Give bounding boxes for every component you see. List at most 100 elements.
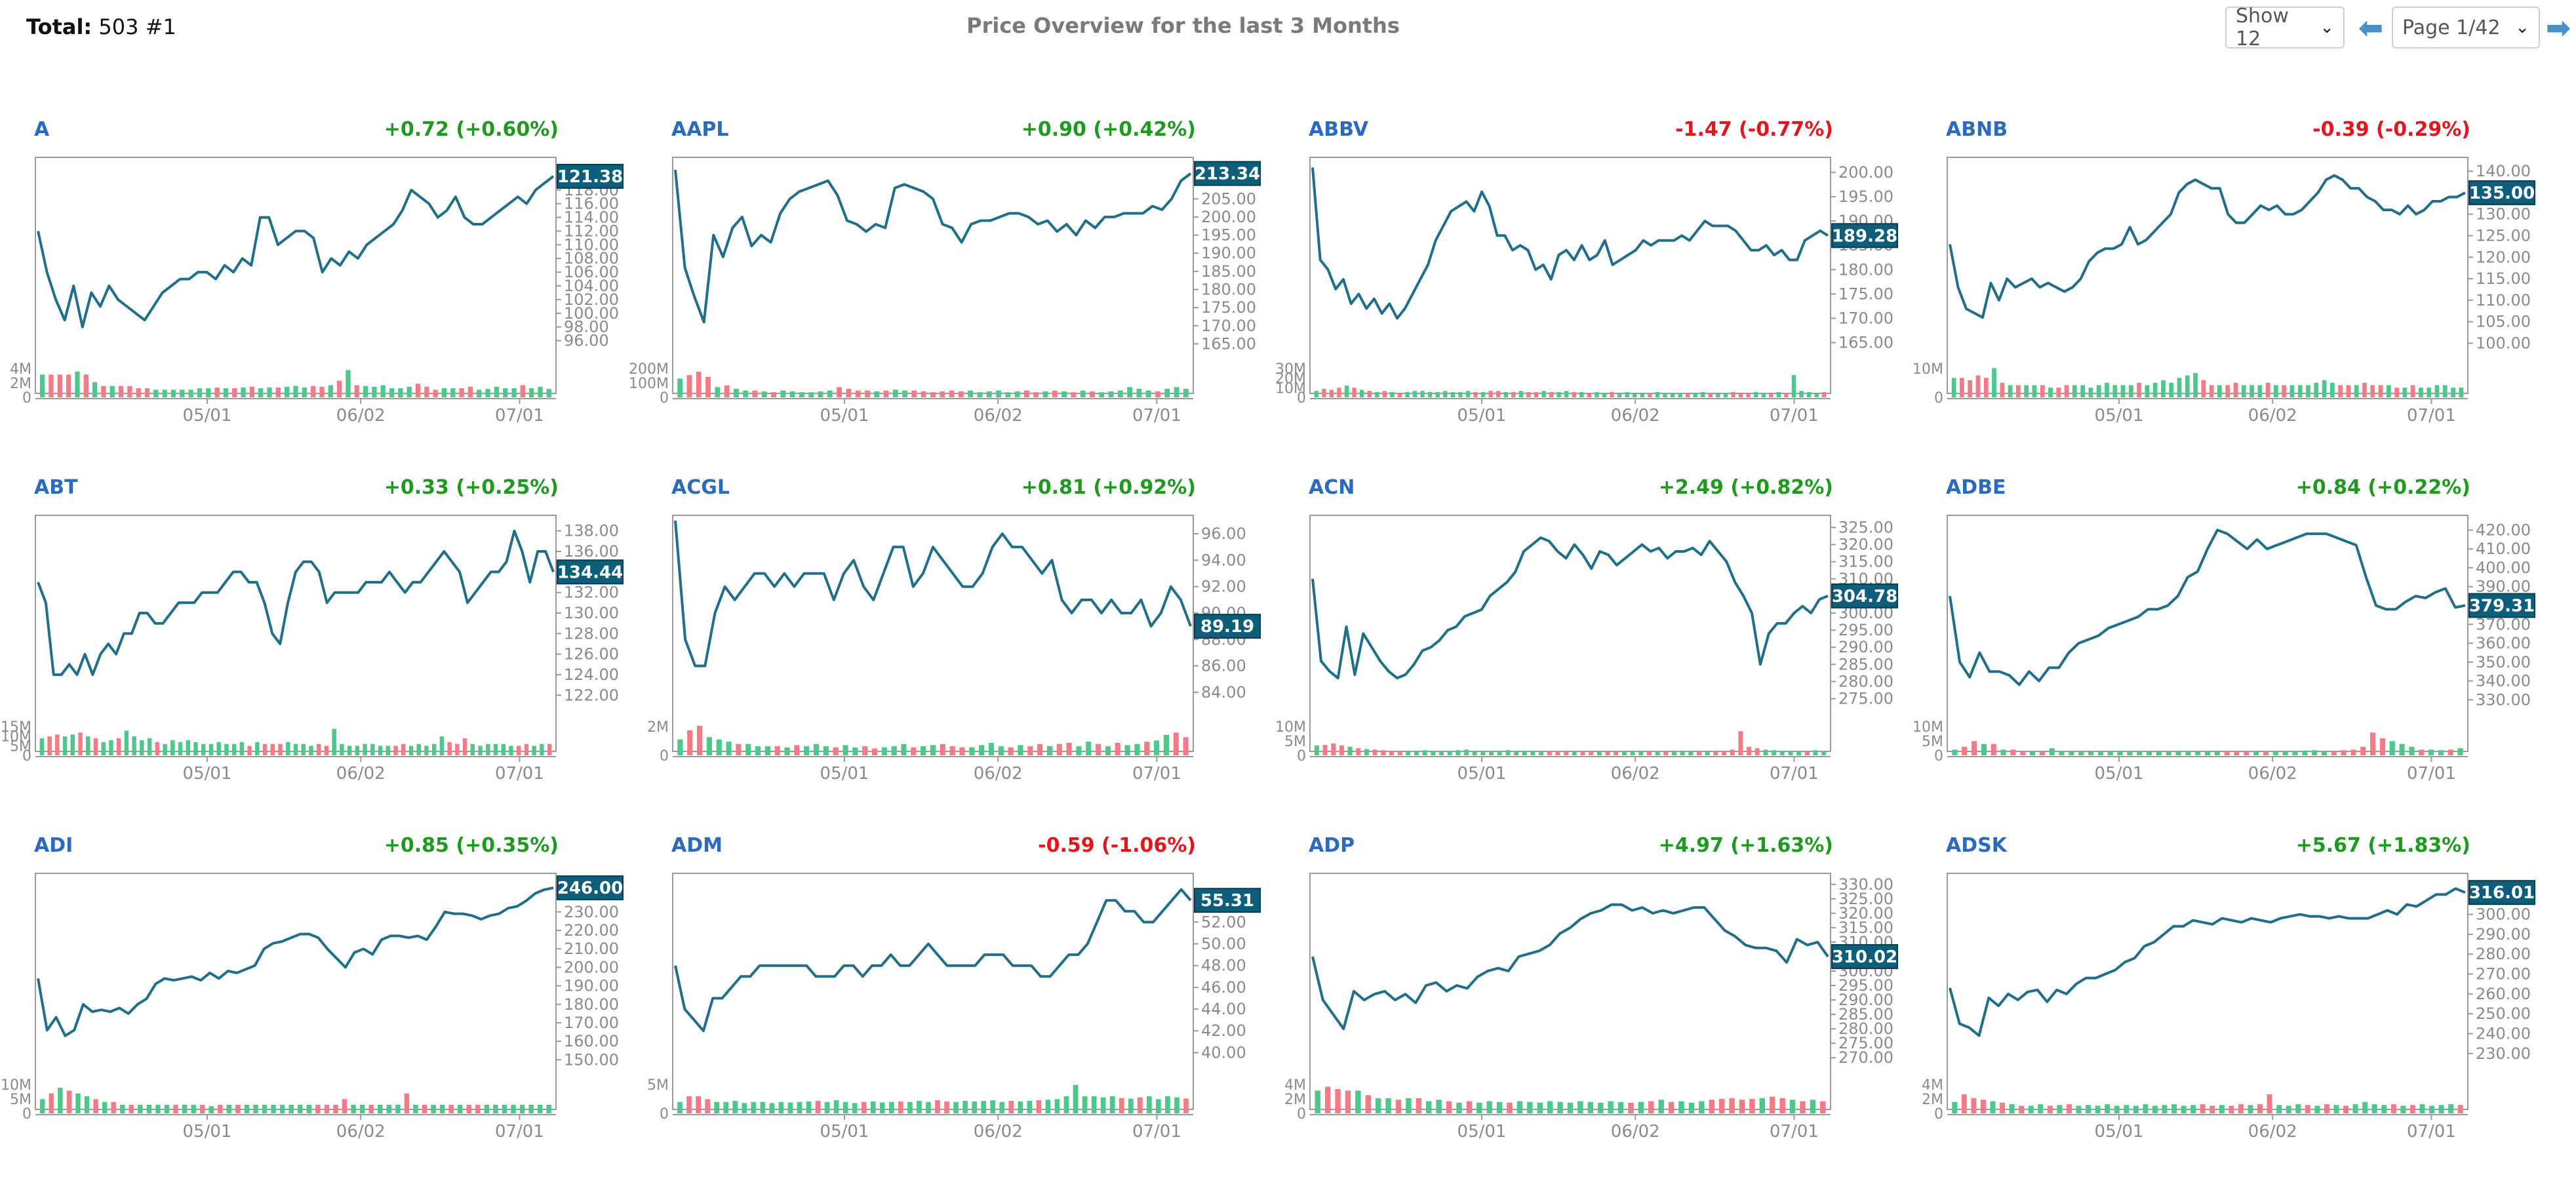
x-tick-label: 05/01 xyxy=(1457,764,1507,784)
volume-bar xyxy=(1381,750,1386,755)
volume-bar xyxy=(1557,1102,1563,1113)
ticker-symbol[interactable]: ADSK xyxy=(1946,834,2007,857)
volume-bar xyxy=(253,1105,258,1113)
ticker-symbol[interactable]: ACGL xyxy=(671,476,730,499)
volume-bar xyxy=(2072,385,2077,397)
y-tick-label: 112.00 xyxy=(564,222,619,240)
volume-bar xyxy=(439,736,445,755)
volume-bar xyxy=(2346,385,2351,397)
volume-bar xyxy=(1646,751,1652,755)
volume-bar xyxy=(1806,391,1812,397)
chart-card-adp[interactable]: ADP +4.97 (+1.63%) 330.00 325.00 320.00 315.0… xyxy=(1284,834,1925,1192)
ticker-symbol[interactable]: ABNB xyxy=(1946,118,2008,141)
volume-bar xyxy=(255,742,260,755)
y-tick-label: 110.00 xyxy=(2476,291,2531,309)
volume-bar xyxy=(431,1105,436,1113)
ticker-symbol[interactable]: ADP xyxy=(1309,834,1355,857)
volume-bar xyxy=(1814,393,1819,397)
x-tick-label: 05/01 xyxy=(183,406,232,426)
volume-bar xyxy=(1577,1101,1583,1113)
price-change: +0.72 (+0.60%) xyxy=(384,118,559,141)
show-count-select[interactable]: Show 12 ⌄ xyxy=(2225,5,2345,50)
arrow-right-icon[interactable]: ➡ xyxy=(2545,10,2571,45)
volume-bar xyxy=(2394,387,2399,397)
ticker-symbol[interactable]: ABBV xyxy=(1309,118,1368,141)
arrow-left-icon[interactable]: ⬅ xyxy=(2358,10,2384,45)
volume-bar xyxy=(2086,1105,2091,1113)
x-tick-label: 05/01 xyxy=(820,1122,869,1142)
volume-bar xyxy=(1061,391,1067,397)
volume-bar xyxy=(771,392,776,397)
volume-bar xyxy=(1164,389,1170,397)
volume-bar xyxy=(716,739,722,755)
volume-bar xyxy=(1779,751,1785,755)
page-select-value: Page 1/42 xyxy=(2402,16,2501,39)
volume-bar xyxy=(2175,751,2181,755)
y-tick-label: 190.00 xyxy=(564,977,619,995)
ticker-symbol[interactable]: A xyxy=(34,118,50,141)
volume-bar xyxy=(324,745,329,755)
volume-bar xyxy=(1713,751,1718,755)
page-select[interactable]: Page 1/42 ⌄ xyxy=(2392,7,2540,49)
volume-bar xyxy=(178,742,183,755)
volume-bar xyxy=(70,734,75,755)
x-tick-label: 05/01 xyxy=(820,764,869,784)
page-title: Price Overview for the last 3 Months xyxy=(966,13,1400,38)
volume-tick-label: 5M xyxy=(647,1077,669,1094)
y-tick-label: 92.00 xyxy=(1201,578,1246,596)
volume-bar xyxy=(116,738,121,755)
volume-bar xyxy=(477,389,482,397)
volume-tick-label: 0 xyxy=(660,748,669,765)
volume-bar xyxy=(298,1105,303,1113)
volume-bar xyxy=(1100,1097,1106,1113)
chart-card-abbv[interactable]: ABBV-1.47 (-0.77%)200.00195.00190.00185.… xyxy=(1275,118,1925,476)
volume-bar xyxy=(288,1105,294,1113)
volume-bar xyxy=(1045,1100,1051,1113)
volume-bar xyxy=(494,386,500,397)
volume-bar xyxy=(540,744,544,755)
ticker-symbol[interactable]: ADBE xyxy=(1946,476,2006,499)
volume-tick-label: 2M xyxy=(1922,1092,1943,1108)
chart-card-acn[interactable]: ACN +2.49 (+0.82%) 325.00 320.00 315.00 310.0… xyxy=(1275,476,1925,834)
chart-card-adsk[interactable]: ADSK+5.67 (+1.83%)310.00300.00290.00280.… xyxy=(1922,834,2562,1192)
volume-bar xyxy=(981,1100,987,1113)
volume-bar xyxy=(842,1102,848,1113)
volume-bar xyxy=(2069,751,2074,755)
volume-bar xyxy=(1738,393,1743,397)
volume-bar xyxy=(917,1100,922,1113)
volume-bar xyxy=(2127,751,2133,755)
volume-bar xyxy=(351,1105,356,1113)
ticker-symbol[interactable]: ACN xyxy=(1309,476,1355,499)
ticker-symbol[interactable]: ADI xyxy=(34,834,73,857)
volume-bar xyxy=(1331,743,1336,755)
volume-bar xyxy=(1018,1101,1023,1113)
volume-bar xyxy=(386,745,391,755)
volume-tick-label: 10M xyxy=(1,729,31,745)
ticker-symbol[interactable]: ABT xyxy=(34,476,78,499)
price-chart: 54.0052.0050.0048.0046.0044.0042.0040.00… xyxy=(647,873,1261,1142)
chart-card-abt[interactable]: ABT+0.33 (+0.25%)138.00136.00134.00132.0… xyxy=(1,476,650,834)
volume-tick-label: 2M xyxy=(1284,1092,1306,1108)
plot-frame xyxy=(1947,157,2468,394)
volume-bar xyxy=(1091,1096,1097,1113)
volume-bar xyxy=(1527,1102,1533,1113)
volume-bar xyxy=(2143,1104,2149,1113)
volume-bar xyxy=(823,746,829,755)
chart-card-adi[interactable]: ADI+0.85 (+0.35%)240.00230.00220.00210.0… xyxy=(1,834,650,1192)
price-chart: 420.00410.00400.00390.00380.00370.00360.… xyxy=(1912,515,2535,784)
chart-card-adbe[interactable]: ADBE +0.84 (+0.22%) 420.00 410.00 400.00 390.… xyxy=(1912,476,2562,834)
volume-bar xyxy=(484,1105,490,1113)
ticker-symbol[interactable]: AAPL xyxy=(671,118,729,141)
volume-bar xyxy=(1555,751,1560,755)
volume-bar xyxy=(2241,385,2246,397)
volume-bar xyxy=(359,1105,365,1113)
volume-bar xyxy=(406,386,412,397)
chart-card-adm[interactable]: ADM-0.59 (-1.06%)54.0052.0050.0048.0046.… xyxy=(647,834,1288,1192)
chart-card-abnb[interactable]: ABNB -0.39 (-0.29%) 140.00 135.00 130.00 125.… xyxy=(1912,118,2562,476)
volume-bar xyxy=(1693,393,1697,397)
chart-card-a[interactable]: A+0.72 (+0.60%)120.00118.00116.00114.001… xyxy=(10,118,650,476)
volume-bar xyxy=(293,744,298,755)
chart-card-acgl[interactable]: ACGL +0.81 (+0.92%) 96.00 94.00 92.00 90.00 88… xyxy=(647,476,1288,834)
chart-card-aapl[interactable]: AAPL+0.90 (+0.42%)210.00205.00200.00195.… xyxy=(629,118,1288,476)
ticker-symbol[interactable]: ADM xyxy=(671,834,723,857)
